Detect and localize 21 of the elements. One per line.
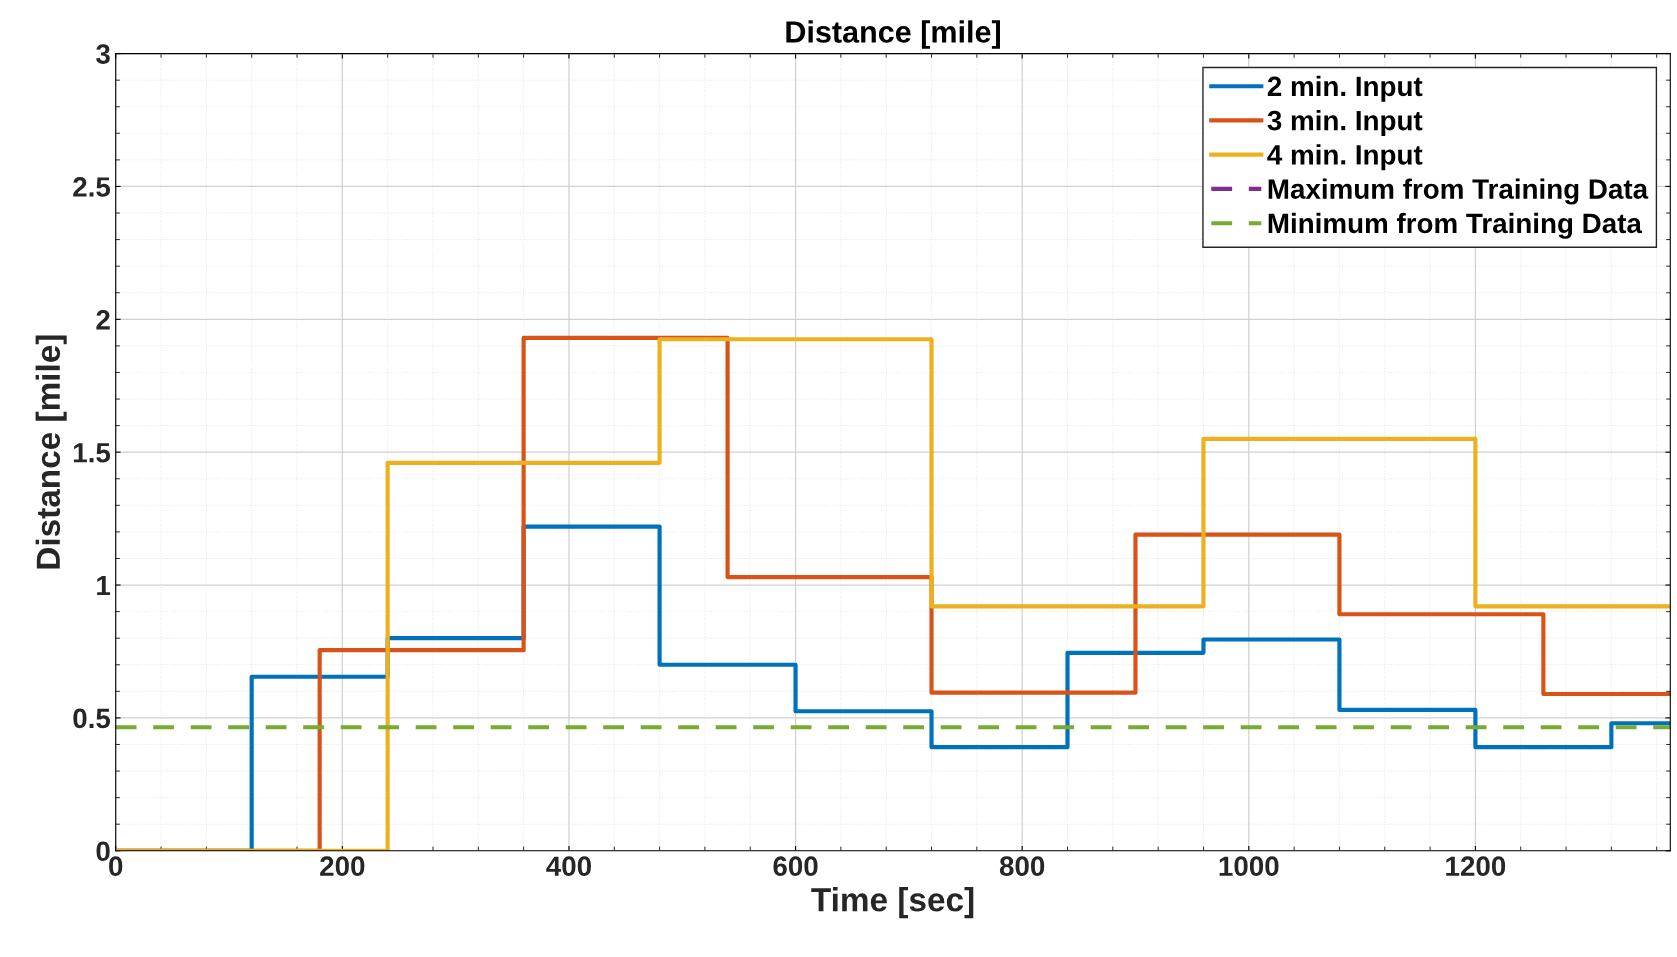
y-tick-label: 1 [97, 576, 111, 596]
y-tick-label: 2 [96, 309, 110, 330]
legend-label: Maximum from Training Data [1268, 178, 1649, 205]
y-axis-title: Distance [mile] [35, 335, 67, 569]
x-axis-title: Time [sec] [811, 887, 974, 919]
y-tick-label: 2.5 [73, 177, 111, 197]
y-tick-label: 1.5 [73, 443, 111, 463]
y-tick-label: 0 [96, 841, 110, 862]
y-tick-label: 3 [96, 44, 110, 64]
x-tick-label: 800 [999, 856, 1045, 877]
x-tick-label: 1200 [1446, 856, 1506, 877]
legend-label: 4 min. Input [1267, 144, 1423, 171]
legend-label: 2 min. Input [1267, 75, 1423, 102]
x-tick-label: 200 [320, 856, 365, 877]
legend-label: Minimum from Training Data [1268, 212, 1643, 239]
chart-title: Distance [mile] [786, 20, 1000, 49]
legend-label: 3 min. Input [1267, 110, 1423, 136]
x-tick-label: 400 [546, 856, 591, 877]
x-tick-label: 1000 [1219, 856, 1279, 877]
y-tick-label: 0.5 [73, 708, 111, 729]
x-tick-label: 600 [773, 856, 818, 877]
